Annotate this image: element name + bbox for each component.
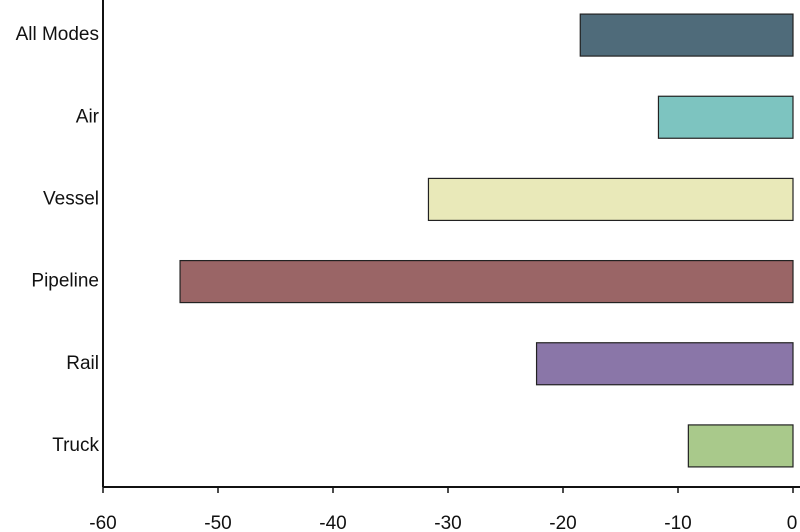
- x-tick-label: 0: [787, 513, 798, 532]
- y-tick-label: Truck: [52, 435, 99, 456]
- x-tick-label: -60: [89, 513, 116, 532]
- y-tick-label: Rail: [66, 353, 99, 374]
- x-tick-label: -20: [549, 513, 576, 532]
- bar: [427, 177, 794, 222]
- bar: [535, 342, 794, 386]
- y-tick-label: All Modes: [16, 24, 99, 45]
- x-tick-label: -10: [664, 513, 691, 532]
- bar: [657, 95, 794, 139]
- x-tick-label: -40: [319, 513, 346, 532]
- bar: [179, 259, 794, 304]
- x-tick-label: -50: [204, 513, 231, 532]
- y-tick-label: Air: [76, 106, 100, 127]
- x-tick-label: -30: [434, 513, 461, 532]
- y-tick-label: Pipeline: [31, 271, 99, 292]
- y-tick-label: Vessel: [43, 188, 99, 209]
- bar: [579, 13, 794, 57]
- bar: [687, 424, 794, 468]
